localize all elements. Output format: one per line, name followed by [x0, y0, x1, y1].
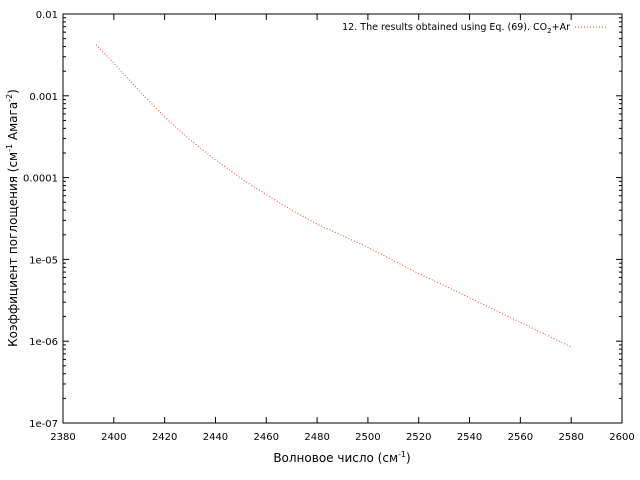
y-axis-label: Коэффициент поглощения (см-1 Амага-2): [5, 89, 20, 347]
y-tick-label: 0.0001: [23, 174, 58, 185]
x-axis-ticks: 2380 2400 2420 2440 2460 2480 2500 2520 2540 2560…: [50, 14, 635, 443]
x-tick-label: 2460: [254, 432, 279, 443]
y-tick-label: 1e-06: [29, 337, 58, 348]
x-tick-label: 2500: [355, 432, 380, 443]
y-tick-label: 0.01: [36, 10, 58, 21]
x-tick-label: 2520: [406, 432, 431, 443]
series-layer: [95, 44, 572, 348]
series-line: [95, 44, 572, 348]
x-axis-label: Волновое число (см-1): [273, 450, 410, 465]
y-tick-label: 0.001: [29, 92, 58, 103]
x-tick-label: 2440: [203, 432, 228, 443]
plot-frame: [62, 13, 623, 424]
x-tick-label: 2400: [101, 432, 126, 443]
x-tick-label: 2480: [304, 432, 329, 443]
x-tick-label: 2600: [609, 432, 634, 443]
x-tick-label: 2380: [50, 432, 75, 443]
x-tick-label: 2420: [152, 432, 177, 443]
legend-label: 12. The results obtained using Eq. (69).…: [342, 22, 570, 35]
legend: 12. The results obtained using Eq. (69).…: [342, 22, 608, 35]
y-tick-label: 1e-07: [29, 419, 58, 430]
x-tick-label: 2580: [558, 432, 583, 443]
x-tick-label: 2540: [457, 432, 482, 443]
y-tick-label: 1e-05: [29, 255, 58, 266]
x-tick-label: 2560: [508, 432, 533, 443]
y-axis-ticks: 1e-07 1e-06 1e-05 0.0001 0.001 0.01: [23, 10, 622, 430]
